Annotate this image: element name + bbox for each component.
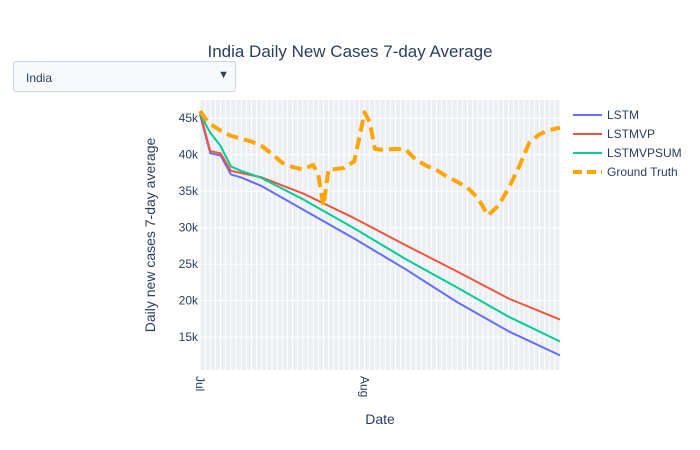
- legend-item[interactable]: LSTMVPSUM: [573, 146, 682, 160]
- series-lines: [198, 109, 561, 357]
- y-tick-label: 40k: [179, 148, 199, 162]
- series-line-lstm: [199, 114, 561, 357]
- x-tick-label: Aug: [358, 376, 372, 397]
- legend-label: LSTM: [607, 108, 639, 122]
- y-axis: 15k 20k 25k 30k 35k 40k 45k: [179, 111, 199, 344]
- series-line-ground-truth: [198, 109, 561, 218]
- legend-item[interactable]: LSTMVP: [573, 127, 655, 141]
- legend-label: Ground Truth: [607, 165, 678, 179]
- y-tick-label: 25k: [179, 257, 199, 271]
- series-line-lstmvpsum: [199, 113, 561, 343]
- country-dropdown[interactable]: India ▼: [13, 61, 236, 92]
- chart-title: India Daily New Cases 7-day Average: [207, 42, 492, 61]
- x-axis: Jul Aug: [193, 376, 372, 397]
- x-axis-title: Date: [365, 411, 395, 427]
- x-tick-label: Jul: [193, 376, 207, 391]
- y-axis-title: Daily new cases 7-day average: [142, 138, 158, 333]
- series-line-lstmvp: [199, 112, 561, 321]
- y-tick-label: 15k: [179, 330, 199, 344]
- y-tick-label: 45k: [179, 111, 199, 125]
- legend-label: LSTMVP: [607, 127, 655, 141]
- chevron-down-icon: ▼: [218, 69, 229, 81]
- y-tick-label: 35k: [179, 184, 199, 198]
- country-dropdown-value: India: [26, 71, 53, 85]
- legend-label: LSTMVPSUM: [607, 146, 682, 160]
- legend-item[interactable]: LSTM: [573, 108, 639, 122]
- legend[interactable]: LSTM LSTMVP LSTMVPSUM Ground Truth: [573, 108, 682, 179]
- y-tick-label: 20k: [179, 294, 199, 308]
- legend-item[interactable]: Ground Truth: [573, 165, 678, 179]
- y-tick-label: 30k: [179, 221, 199, 235]
